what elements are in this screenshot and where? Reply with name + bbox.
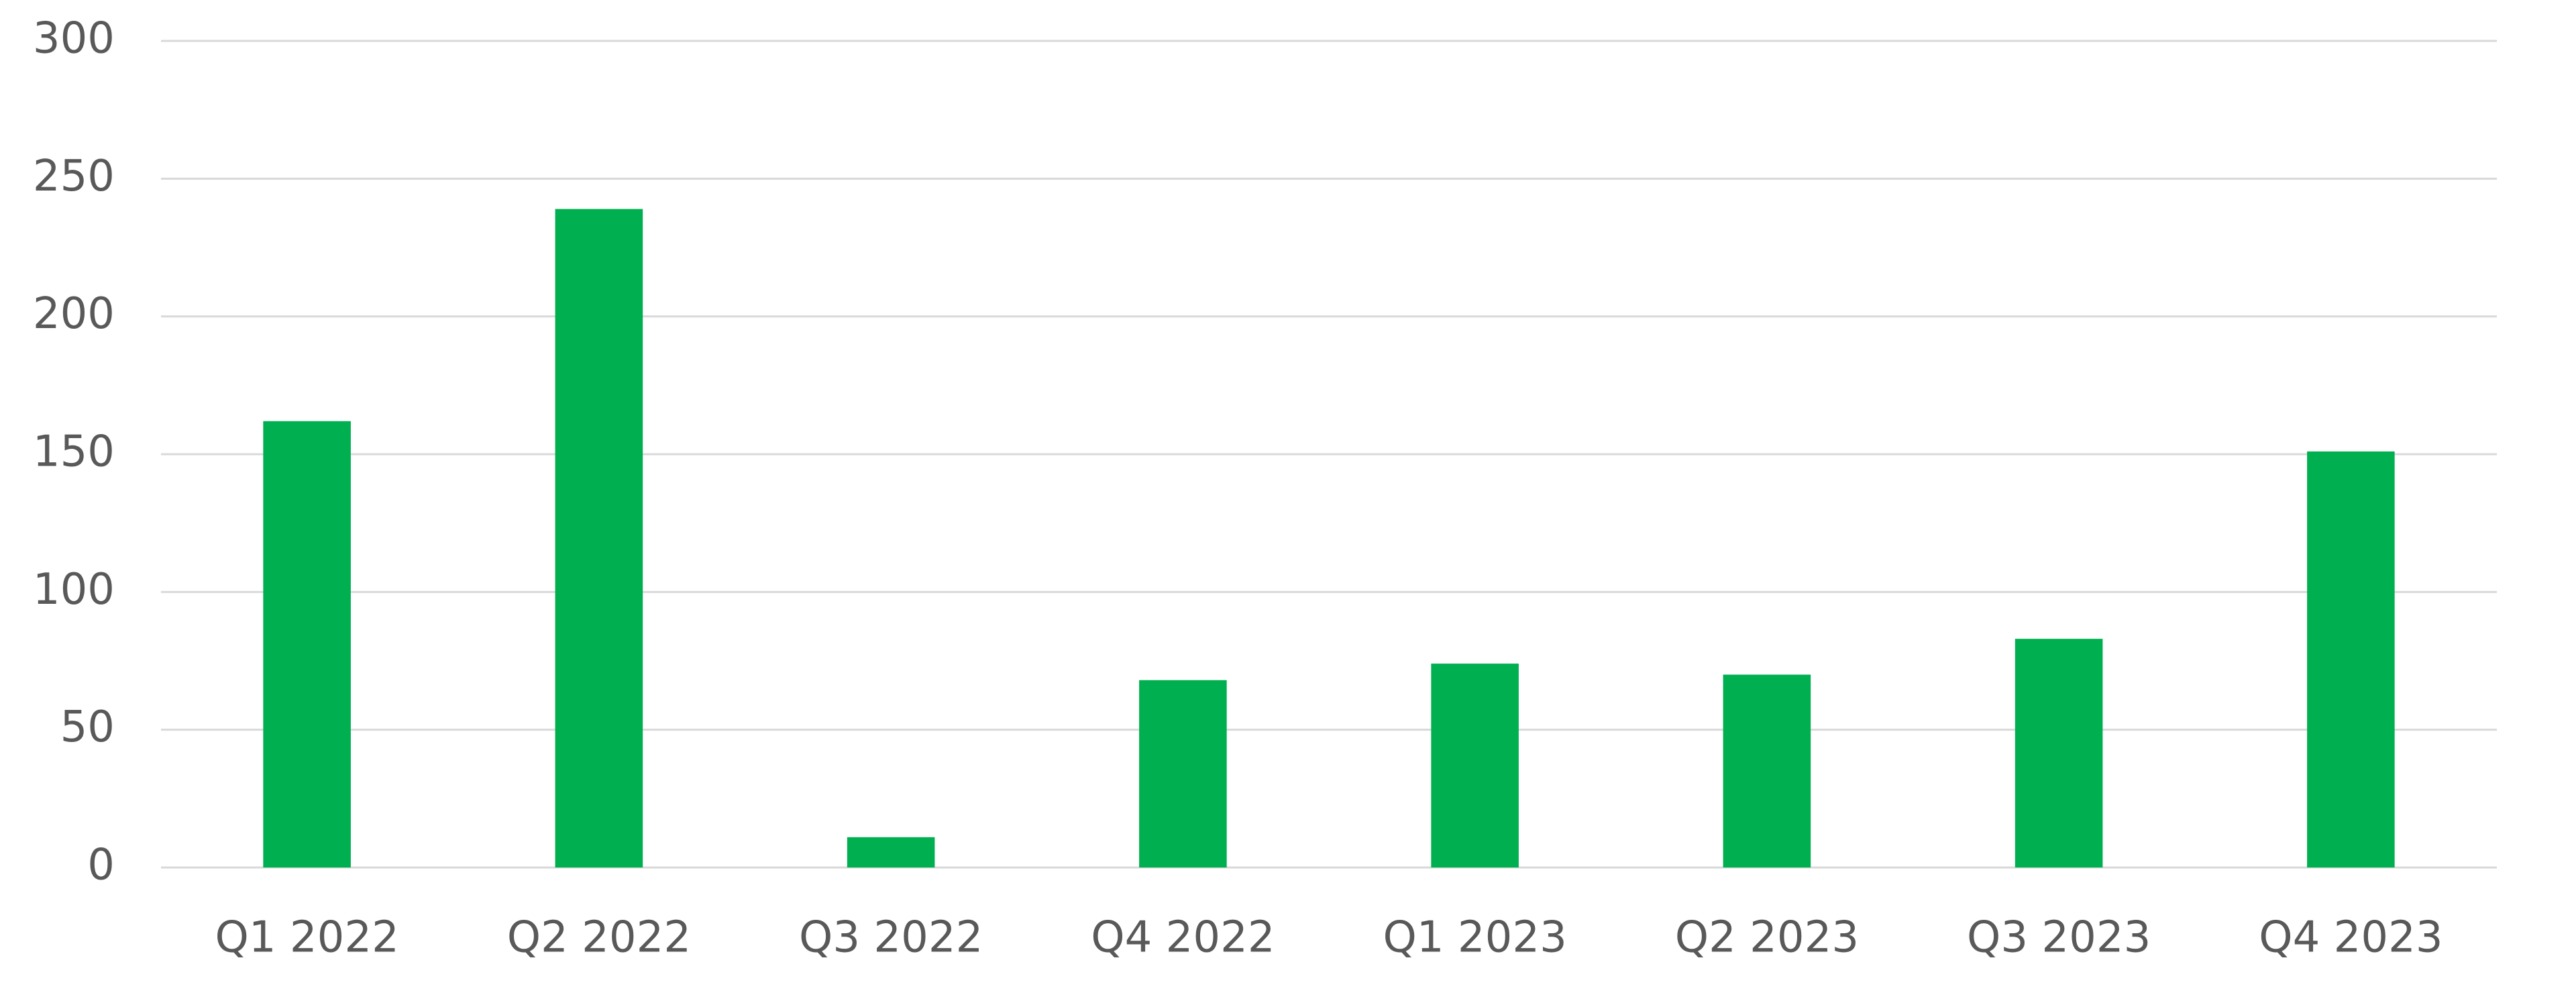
bar (1139, 680, 1227, 867)
bar (847, 837, 935, 867)
x-tick-label: Q1 2023 (1383, 913, 1566, 963)
x-tick-label: Q4 2023 (2259, 913, 2443, 963)
bar (2015, 639, 2103, 867)
y-tick-label: 0 (87, 841, 115, 890)
x-tick-label: Q4 2022 (1091, 913, 1275, 963)
bar (263, 421, 351, 867)
y-tick-label: 100 (33, 565, 115, 615)
bar (555, 209, 643, 867)
y-tick-label: 50 (60, 702, 115, 752)
y-tick-label: 250 (33, 152, 115, 201)
bar (1431, 664, 1519, 867)
y-tick-label: 150 (33, 427, 115, 477)
x-tick-label: Q3 2023 (1967, 913, 2151, 963)
y-tick-label: 200 (33, 289, 115, 339)
bar (2307, 451, 2395, 867)
x-tick-label: Q2 2022 (507, 913, 691, 963)
bar (1723, 674, 1811, 867)
x-tick-label: Q2 2023 (1675, 913, 1859, 963)
x-tick-label: Q1 2022 (215, 913, 398, 963)
x-tick-label: Q3 2022 (799, 913, 983, 963)
y-tick-label: 300 (33, 14, 115, 64)
